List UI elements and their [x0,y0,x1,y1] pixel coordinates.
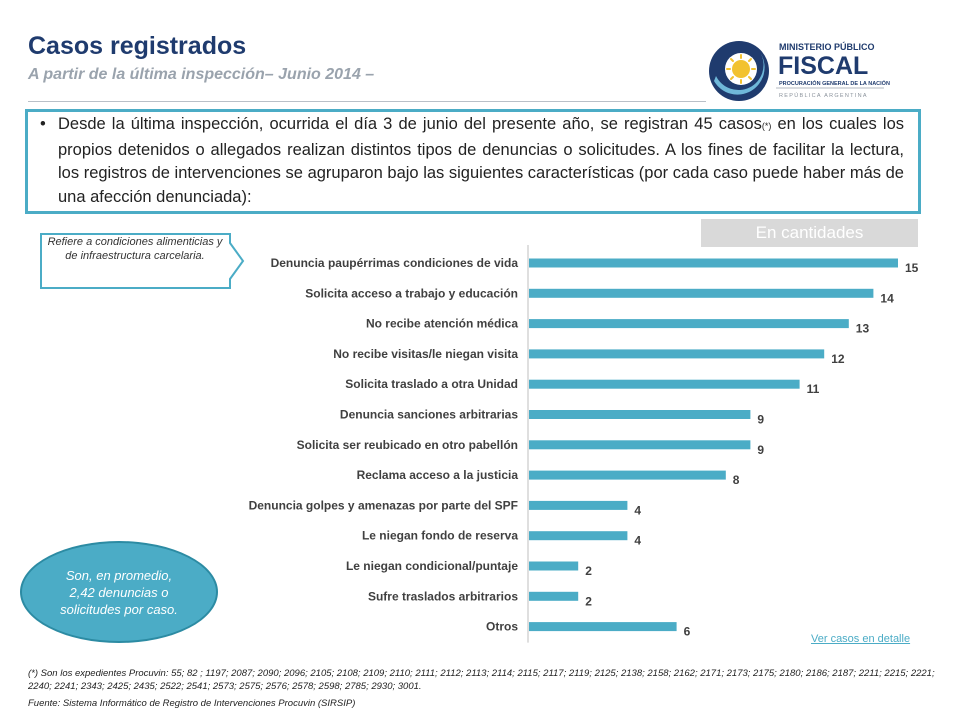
average-note: Son, en promedio, 2,42 denuncias o solic… [20,541,218,643]
value-label: 6 [684,625,691,639]
value-label: 14 [880,291,894,305]
title-divider [28,101,706,102]
value-label: 2 [585,564,592,578]
bar [529,500,628,510]
bar [529,410,751,419]
page-title: Casos registrados [28,32,247,60]
logo-line-1: MINISTERIO PÚBLICO [779,41,875,52]
category-label: Reclama acceso a la justicia [357,468,519,482]
argentina-sun-emblem-icon [709,41,769,101]
intro-superscript: (*) [761,121,772,131]
average-note-text: Son, en promedio, 2,42 denuncias o solic… [60,567,178,617]
units-badge: En cantidades [701,219,918,247]
bar [529,470,726,480]
category-label: Le niegan condicional/puntaje [346,559,518,573]
bar-chart: Denuncia paupérrimas condiciones de vida… [249,245,919,643]
bar [529,349,825,359]
value-label: 4 [634,503,641,517]
category-label: Solicita ser reubicado en otro pabellón [297,438,518,452]
bar [529,258,898,268]
intro-text-after: en los cuales los propios detenidos o al… [58,115,904,206]
bar [529,622,677,632]
value-label: 9 [757,443,764,457]
value-label: 13 [856,322,870,336]
value-label: 15 [905,261,919,275]
category-label: Solicita traslado a otra Unidad [345,377,518,391]
callout-box: Refiere a condiciones alimenticias y de … [40,233,245,289]
logo-line-3: PROCURACIÓN GENERAL DE LA NACIÓN [779,79,890,87]
bar [529,440,751,450]
callout-arrow-shape [40,233,245,289]
category-label: No recibe atención médica [366,317,518,331]
category-labels: Denuncia paupérrimas condiciones de vida… [249,256,519,634]
bars [529,258,898,632]
logo-line-2: FISCAL [778,52,868,80]
value-label: 8 [733,473,740,487]
category-label: Sufre traslados arbitrarios [368,589,518,603]
value-label: 2 [585,594,592,608]
bar [529,531,628,541]
category-label: Solicita acceso a trabajo y educación [305,286,518,300]
bar [529,379,800,389]
category-label: Otros [486,620,518,634]
category-label: Denuncia paupérrimas condiciones de vida [271,256,519,270]
category-label: Le niegan fondo de reserva [362,529,518,543]
bar [529,591,579,601]
footnote: (*) Son los expedientes Procuvin: 55; 82… [28,668,935,692]
logo-line-4: REPÚBLICA ARGENTINA [779,92,868,99]
value-label: 9 [757,413,764,427]
intro-text-before: Desde la última inspección, ocurrida el … [58,115,762,133]
intro-text: Desde la última inspección, ocurrida el … [58,113,904,209]
details-link[interactable]: Ver casos en detalle [811,633,911,645]
intro-box: • Desde la última inspección, ocurrida e… [25,109,921,214]
value-label: 12 [831,352,845,366]
category-label: Denuncia sanciones arbitrarias [340,408,518,422]
bar [529,288,874,298]
bar [529,561,579,571]
bar [529,319,849,329]
value-label: 11 [807,382,820,396]
callout-text: Refiere a condiciones alimenticias y de … [47,236,223,262]
value-labels: 15 14 13 12 11 9 9 8 4 4 2 2 6 [585,261,918,639]
intro-bullet: • [40,115,46,133]
source-note: Fuente: Sistema Informático de Registro … [28,698,356,709]
category-label: Denuncia golpes y amenazas por parte del… [249,498,518,512]
page-subtitle: A partir de la última inspección– Junio … [28,66,375,83]
category-label: No recibe visitas/le niegan visita [333,347,518,361]
value-label: 4 [634,534,641,548]
ministerio-publico-fiscal-logo: MINISTERIO PÚBLICO FISCAL PROCURACIÓN GE… [709,41,890,101]
